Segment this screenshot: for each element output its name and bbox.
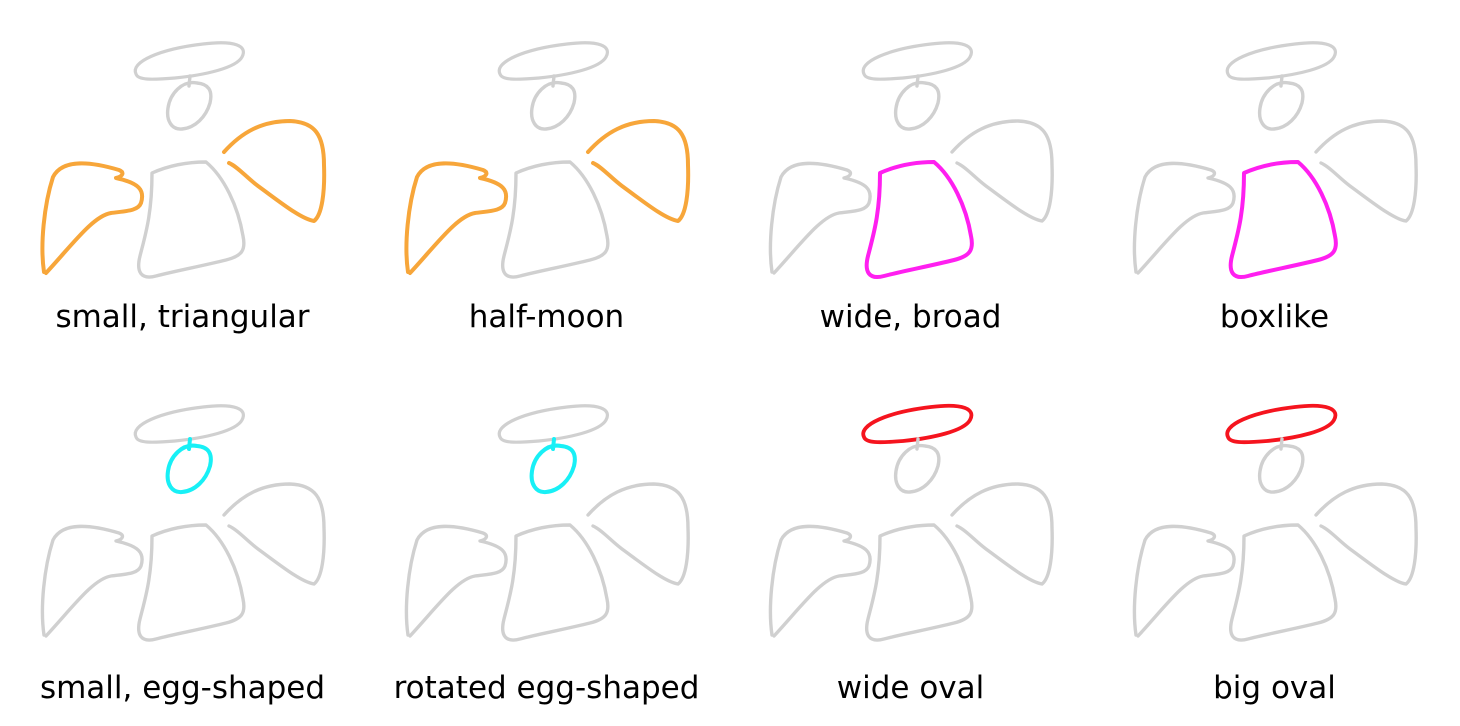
sketch-figure — [404, 41, 691, 279]
right-lobe-outline — [222, 482, 326, 586]
egg-outline — [1257, 437, 1305, 494]
panel-half-moon: half-moon — [364, 0, 729, 363]
trunk-outline — [137, 160, 246, 279]
egg-outline — [165, 74, 213, 131]
egg-outline — [893, 74, 941, 131]
left-lobe-outline — [768, 524, 872, 638]
egg-outline — [165, 437, 213, 495]
right-lobe-outline — [1314, 119, 1418, 223]
top-oval-outline — [133, 41, 245, 81]
egg-outline — [529, 437, 577, 495]
panel-caption: small, triangular — [55, 299, 310, 335]
left-lobe-outline — [404, 161, 509, 275]
panel-wide-oval: wide oval — [728, 363, 1093, 726]
left-lobe-outline — [404, 524, 508, 638]
right-lobe-outline — [586, 482, 690, 586]
panel-small-egg-shaped: small, egg-shaped — [0, 363, 365, 726]
left-lobe-outline — [1132, 161, 1236, 275]
top-oval-outline — [1225, 403, 1338, 445]
left-lobe-outline — [1132, 524, 1236, 638]
trunk-outline — [501, 160, 610, 279]
panel-caption: boxlike — [1219, 299, 1330, 335]
trunk-outline — [865, 523, 974, 642]
left-lobe-outline — [40, 524, 144, 638]
sketch-figure — [40, 404, 326, 642]
panel-caption: half-moon — [468, 299, 625, 335]
egg-outline — [1257, 74, 1305, 131]
trunk-outline — [864, 160, 974, 279]
left-lobe-outline — [40, 161, 145, 275]
panel-caption: small, egg-shaped — [39, 670, 326, 706]
panel-wide-broad: wide, broad — [728, 0, 1093, 363]
top-oval-outline — [861, 403, 974, 445]
right-lobe-outline — [586, 119, 691, 223]
right-lobe-outline — [1314, 482, 1418, 586]
panel-small-triangular: small, triangular — [0, 0, 365, 363]
trunk-outline — [137, 523, 246, 642]
top-oval-outline — [133, 404, 245, 444]
right-lobe-outline — [222, 119, 327, 223]
right-lobe-outline — [950, 119, 1054, 223]
sketch-figure — [1132, 41, 1418, 279]
sketch-figure — [40, 41, 327, 279]
top-oval-outline — [497, 41, 609, 81]
panel-caption: big oval — [1213, 670, 1336, 706]
sketch-figure — [768, 41, 1054, 279]
right-lobe-outline — [950, 482, 1054, 586]
panel-caption: wide oval — [836, 670, 985, 706]
panel-rotated-egg-shaped: rotated egg-shaped — [364, 363, 729, 726]
panel-boxlike: boxlike — [1092, 0, 1457, 363]
trunk-outline — [1228, 160, 1338, 279]
sketch-figure — [768, 403, 1054, 642]
top-oval-outline — [861, 41, 973, 81]
panel-caption: rotated egg-shaped — [393, 670, 700, 706]
trunk-outline — [501, 523, 610, 642]
top-oval-outline — [497, 404, 609, 444]
sketch-figure — [1132, 403, 1418, 642]
panel-caption: wide, broad — [819, 299, 1002, 335]
trunk-outline — [1229, 523, 1338, 642]
sketch-figure — [404, 404, 690, 642]
egg-outline — [529, 74, 577, 131]
panel-big-oval: big oval — [1092, 363, 1457, 726]
egg-outline — [893, 437, 941, 494]
left-lobe-outline — [768, 161, 872, 275]
top-oval-outline — [1225, 41, 1337, 81]
